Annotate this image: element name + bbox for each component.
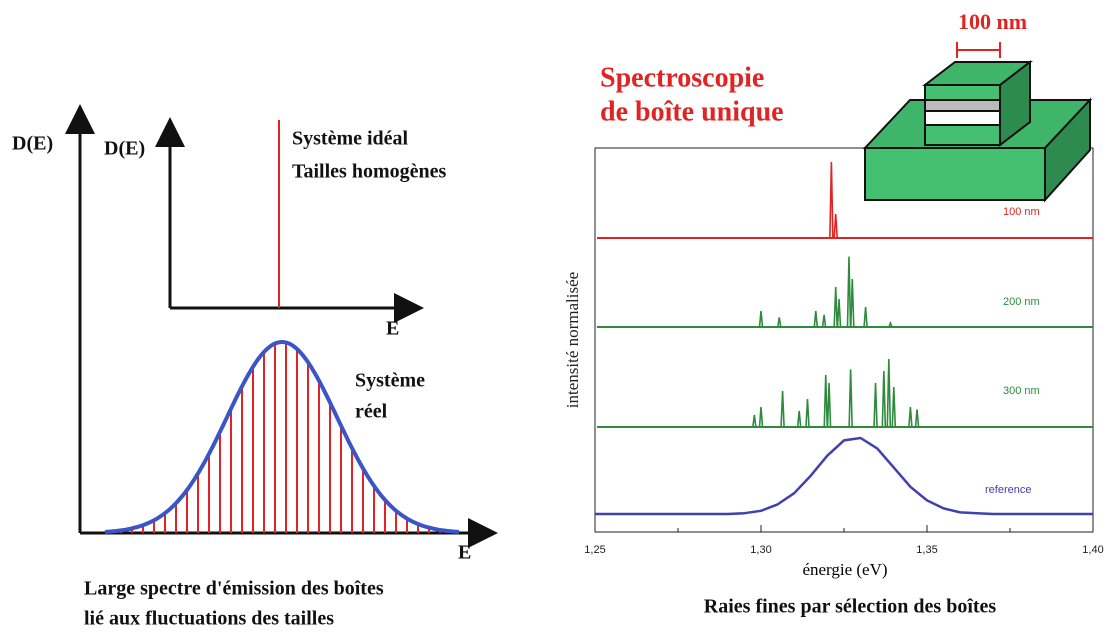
trace-label: 200 nm <box>1003 296 1040 308</box>
real-label: réel <box>355 401 388 423</box>
spectral-peak <box>850 278 855 328</box>
x-tick-label: 1,40 <box>1082 544 1103 556</box>
x-tick-label: 1,25 <box>584 544 605 556</box>
spectral-peak <box>823 374 829 428</box>
spectral-peak <box>776 317 782 328</box>
spectra <box>595 161 1093 516</box>
ideal-label: Tailles homogènes <box>292 161 446 183</box>
spectral-peak <box>846 256 852 328</box>
real-label: Système <box>355 370 425 392</box>
spectral-peak <box>758 310 764 328</box>
quantum-box-icon <box>862 42 1093 203</box>
spectral-peak <box>833 286 838 328</box>
spectral-peak <box>805 398 810 428</box>
panel-title: Spectroscopie <box>600 62 764 93</box>
axis-label: D(E) <box>12 133 53 155</box>
panel-title: de boîte unique <box>600 96 784 127</box>
caption: lié aux fluctuations des tailles <box>84 608 334 630</box>
spectral-peak <box>886 358 892 428</box>
gaussian-curve <box>104 340 460 534</box>
axis-label: E <box>458 542 471 564</box>
spectral-peak <box>780 390 785 428</box>
spectral-peak <box>813 310 819 328</box>
gaussian-schematic <box>104 340 460 534</box>
spectral-peak <box>873 382 878 428</box>
spectral-peak <box>796 410 802 428</box>
spectral-peak <box>821 314 827 328</box>
spectral-peak <box>888 320 893 328</box>
spectral-peak <box>829 161 834 239</box>
spectral-peak <box>752 414 757 428</box>
y-axis-label: intensité normalisée <box>563 272 582 408</box>
x-tick-label: 1,35 <box>916 544 937 556</box>
spectral-peak <box>826 382 832 428</box>
caption: Raies fines par sélection des boîtes <box>704 596 997 618</box>
spectral-peak <box>863 306 868 328</box>
axis-label: D(E) <box>104 138 145 160</box>
axis-label: E <box>386 318 399 340</box>
reference-curve <box>595 436 1093 516</box>
spectral-peak <box>848 369 853 428</box>
caption: Large spectre d'émission des boîtes <box>84 578 384 600</box>
ideal-label: Système idéal <box>292 128 409 150</box>
spectral-peak <box>836 298 842 328</box>
spectral-peak <box>914 409 920 428</box>
spectral-peak <box>891 386 897 428</box>
spectral-peak <box>833 213 838 239</box>
spectral-peak <box>881 370 887 428</box>
spectral-peak <box>908 406 913 428</box>
scale-label: 100 nm <box>958 9 1027 34</box>
x-tick-label: 1,30 <box>750 544 771 556</box>
trace-label: reference <box>985 484 1031 496</box>
x-axis-label: énergie (eV) <box>802 560 887 579</box>
spectral-peak <box>758 406 764 428</box>
trace-label: 300 nm <box>1003 385 1040 397</box>
trace-label: 100 nm <box>1003 206 1040 218</box>
